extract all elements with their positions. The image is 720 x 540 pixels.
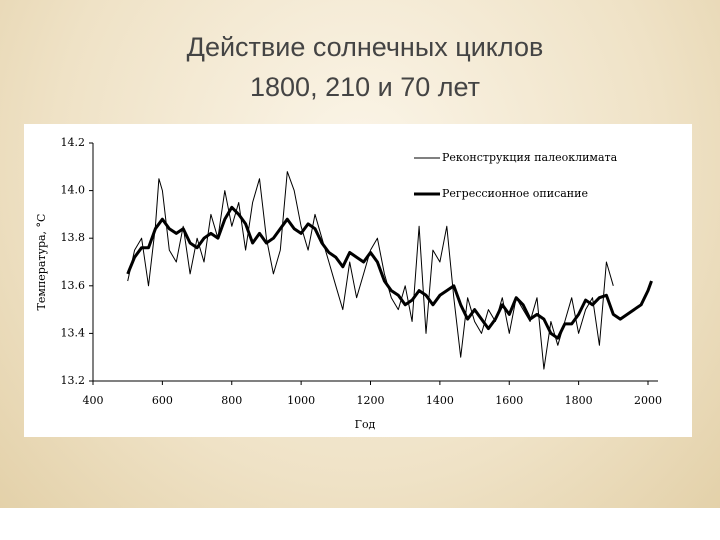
- x-tick-label: 1200: [357, 394, 385, 407]
- slide-subtitle: 1800, 210 и 70 лет: [250, 72, 480, 102]
- legend-label: Регрессионное описание: [442, 187, 588, 200]
- x-tick-label: 1800: [565, 394, 593, 407]
- y-tick-label: 14.0: [61, 184, 86, 197]
- legend-label: Реконструкция палеоклимата: [442, 151, 618, 164]
- slide-title: Действие солнечных циклов: [186, 32, 544, 62]
- x-tick-label: 2000: [634, 394, 662, 407]
- x-tick-label: 800: [221, 394, 242, 407]
- slide-footer: [0, 508, 720, 540]
- x-tick-label: 1000: [287, 394, 315, 407]
- series-line: [126, 205, 653, 340]
- y-tick-label: 14.2: [61, 136, 86, 149]
- chart-background: [24, 124, 692, 437]
- chart: Год Температура, °С 14.2 14.0 13.8 13.6 13.4…: [24, 124, 692, 437]
- x-tick-label: 1400: [426, 394, 454, 407]
- y-tick-label: 13.4: [61, 326, 86, 339]
- y-tick-label: 13.6: [61, 279, 86, 292]
- x-tick-label: 600: [152, 394, 173, 407]
- x-tick-label: 400: [83, 394, 104, 407]
- x-axis-label: Год: [355, 418, 376, 431]
- y-axis-label: Температура, °С: [35, 214, 48, 311]
- x-tick-label: 1600: [495, 394, 523, 407]
- y-tick-label: 13.8: [61, 231, 86, 244]
- y-tick-label: 13.2: [61, 374, 86, 387]
